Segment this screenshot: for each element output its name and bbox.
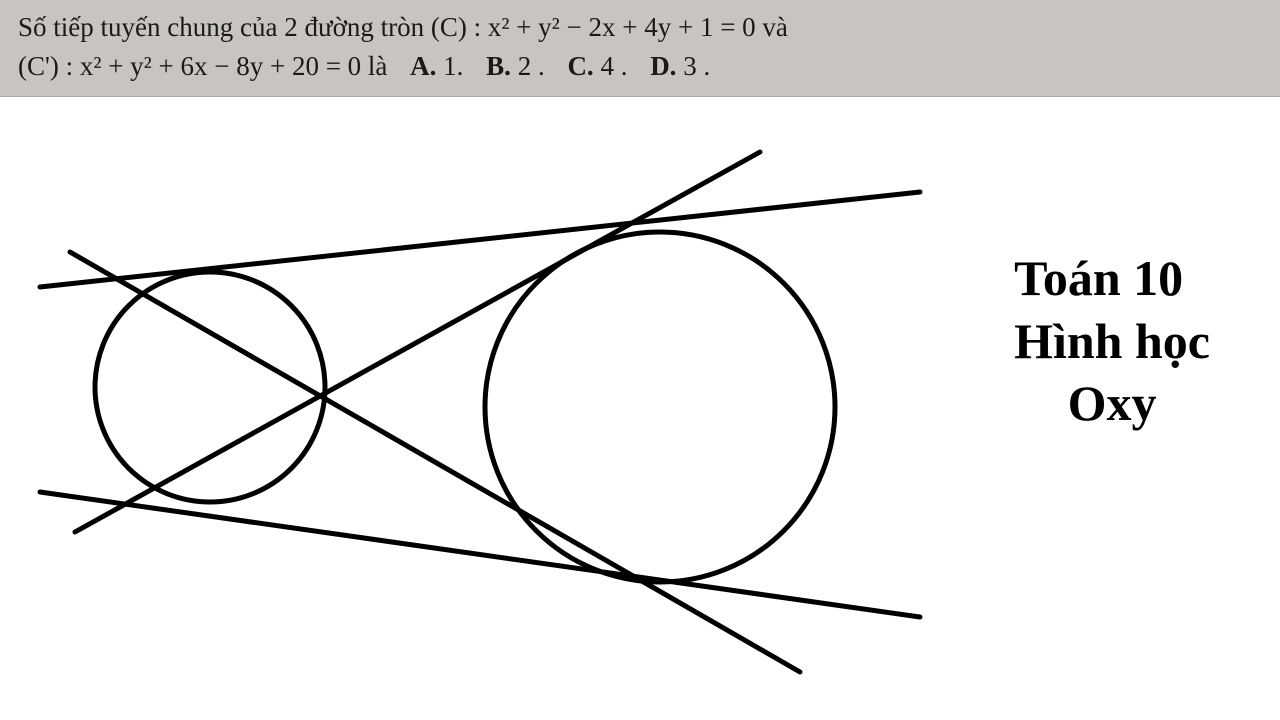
side-label-line2: Hình học [1014,310,1210,373]
choice-d-letter: D. [650,51,676,81]
tangent-line [70,252,800,672]
side-label-line3: Oxy [1014,372,1210,435]
tangent-line [75,152,760,532]
choice-c-value: 4 . [600,51,627,81]
choice-b-letter: B. [486,51,511,81]
choice-b-value: 2 . [518,51,545,81]
question-header: Số tiếp tuyến chung của 2 đường tròn (C)… [0,0,1280,97]
side-label: Toán 10 Hình học Oxy [1014,247,1210,435]
circle-node [485,232,835,582]
tangent-line [40,192,920,287]
choice-a-value: 1. [443,51,463,81]
choice-d-value: 3 . [683,51,710,81]
question-prefix: Số tiếp tuyến chung của 2 đường tròn [18,12,431,42]
tangent-line [40,492,920,617]
tangent-diagram [0,97,940,717]
choice-c-letter: C. [567,51,593,81]
choice-a-letter: A. [410,51,436,81]
circle2-eq: : x² + y² + 6x − 8y + 20 = 0 là [66,51,388,81]
main-area: Toán 10 Hình học Oxy [0,97,1280,719]
circle2-label: (C') [18,51,59,81]
circle1-label: (C) [431,12,467,42]
circle1-eq: : x² + y² − 2x + 4y + 1 = 0 và [474,12,788,42]
side-label-line1: Toán 10 [1014,247,1210,310]
circle-node [95,272,325,502]
